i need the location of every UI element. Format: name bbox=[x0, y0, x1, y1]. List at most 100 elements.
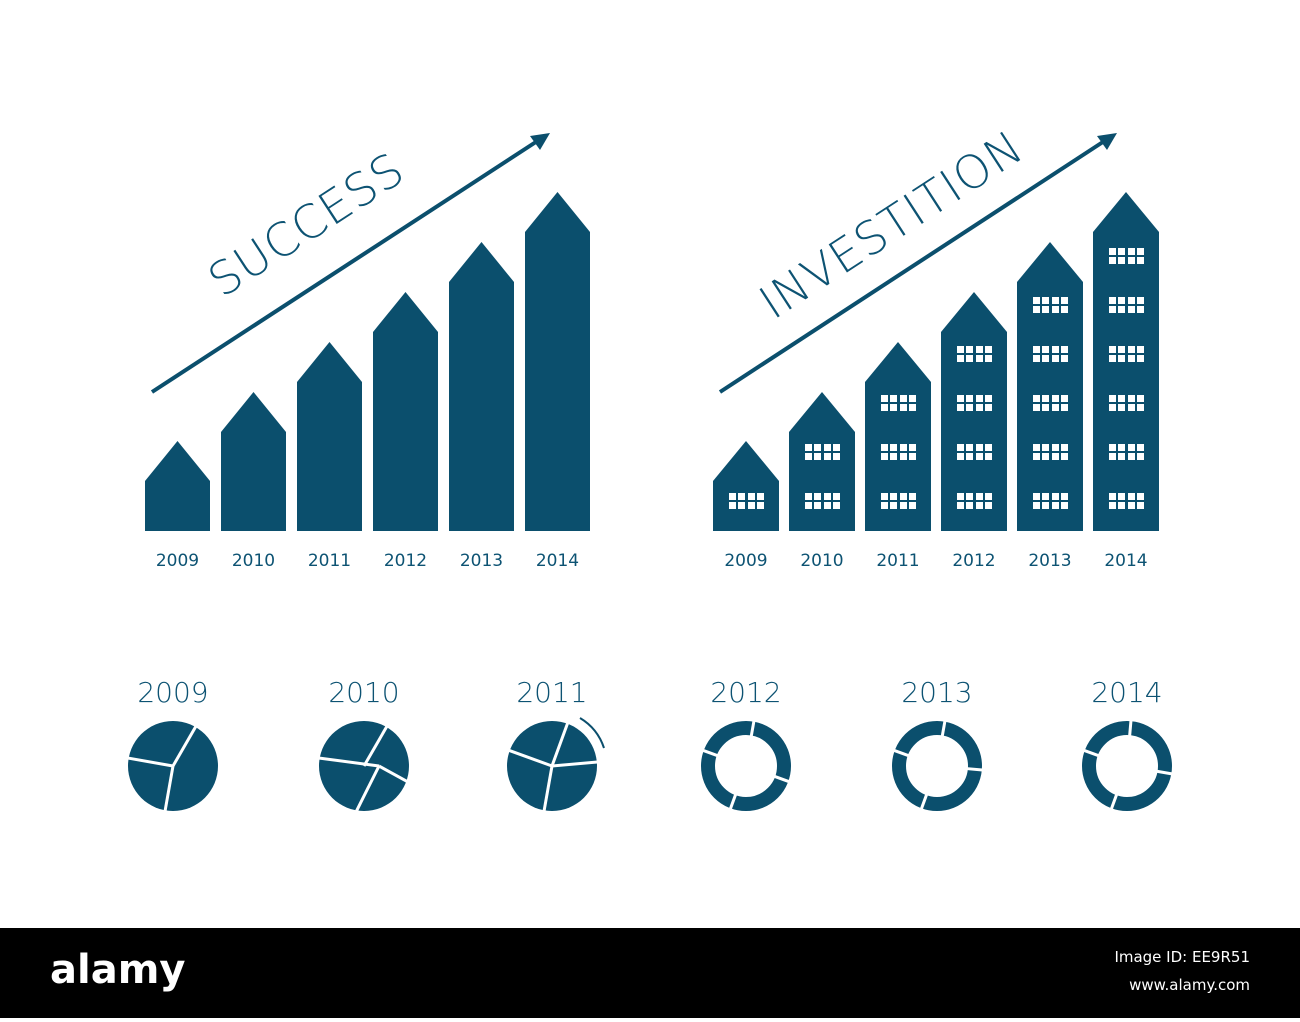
year-label: 2014 bbox=[1104, 551, 1147, 571]
pie-divider bbox=[507, 748, 553, 768]
window bbox=[966, 355, 973, 362]
window bbox=[814, 493, 821, 500]
window bbox=[748, 493, 755, 500]
window bbox=[985, 493, 992, 500]
window bbox=[1109, 355, 1116, 362]
window bbox=[890, 493, 897, 500]
window bbox=[1109, 493, 1116, 500]
pie-divider bbox=[1109, 791, 1119, 811]
window bbox=[966, 404, 973, 411]
year-label: 2010 bbox=[232, 551, 275, 571]
window bbox=[890, 453, 897, 460]
window bbox=[1052, 395, 1059, 402]
window bbox=[1033, 395, 1040, 402]
footer-bar bbox=[0, 928, 1300, 1018]
window bbox=[985, 355, 992, 362]
pie-year-label: 2010 bbox=[328, 676, 399, 709]
pie-divider bbox=[542, 765, 554, 813]
window bbox=[976, 346, 983, 353]
window bbox=[1118, 444, 1125, 451]
building bbox=[941, 292, 1007, 531]
window bbox=[1128, 248, 1135, 255]
arrow-head bbox=[530, 133, 550, 150]
window bbox=[814, 453, 821, 460]
pie-divider bbox=[892, 748, 912, 758]
window bbox=[757, 502, 764, 509]
window bbox=[890, 502, 897, 509]
window bbox=[1118, 395, 1125, 402]
window bbox=[1042, 306, 1049, 313]
pie-divider bbox=[771, 774, 791, 784]
window bbox=[1109, 297, 1116, 304]
window bbox=[1052, 297, 1059, 304]
window bbox=[881, 444, 888, 451]
window bbox=[909, 395, 916, 402]
pie-divider bbox=[362, 724, 389, 767]
window bbox=[1118, 502, 1125, 509]
window bbox=[900, 395, 907, 402]
window bbox=[957, 493, 964, 500]
pie-year-label: 2009 bbox=[137, 676, 208, 709]
window bbox=[966, 395, 973, 402]
window bbox=[1052, 493, 1059, 500]
window bbox=[1118, 248, 1125, 255]
window bbox=[1128, 404, 1135, 411]
pie-divider bbox=[354, 765, 381, 813]
window bbox=[1118, 306, 1125, 313]
window bbox=[824, 502, 831, 509]
year-label: 2009 bbox=[156, 551, 199, 571]
window bbox=[1109, 404, 1116, 411]
window bbox=[909, 453, 916, 460]
window bbox=[1033, 306, 1040, 313]
window bbox=[1061, 453, 1068, 460]
window bbox=[890, 404, 897, 411]
donut bbox=[892, 721, 982, 811]
window bbox=[909, 404, 916, 411]
window bbox=[957, 453, 964, 460]
arrow-head bbox=[1097, 133, 1117, 150]
building bbox=[1093, 192, 1159, 531]
window bbox=[881, 453, 888, 460]
pie-divider bbox=[126, 756, 174, 768]
window bbox=[881, 404, 888, 411]
window bbox=[1042, 395, 1049, 402]
window bbox=[966, 444, 973, 451]
window bbox=[1109, 257, 1116, 264]
window bbox=[1137, 257, 1144, 264]
window bbox=[1033, 355, 1040, 362]
window bbox=[1033, 502, 1040, 509]
footer-url: www.alamy.com bbox=[1129, 976, 1250, 994]
window bbox=[1128, 395, 1135, 402]
window bbox=[900, 444, 907, 451]
window bbox=[833, 444, 840, 451]
window bbox=[1042, 493, 1049, 500]
window bbox=[1128, 502, 1135, 509]
window bbox=[985, 395, 992, 402]
window bbox=[1061, 395, 1068, 402]
pie-divider bbox=[1154, 769, 1174, 776]
window bbox=[1128, 453, 1135, 460]
window bbox=[1109, 306, 1116, 313]
window bbox=[1033, 404, 1040, 411]
window bbox=[1042, 355, 1049, 362]
window bbox=[1052, 346, 1059, 353]
arrow-bar bbox=[297, 342, 362, 531]
window bbox=[890, 395, 897, 402]
year-label: 2010 bbox=[800, 551, 843, 571]
window bbox=[909, 444, 916, 451]
footer-image-id: Image ID: EE9R51 bbox=[1114, 948, 1250, 966]
window bbox=[881, 493, 888, 500]
window bbox=[976, 355, 983, 362]
pie-divider bbox=[1127, 719, 1133, 739]
arrow-bar bbox=[525, 192, 590, 531]
chart-title: INVESTITION bbox=[750, 120, 1033, 330]
window bbox=[1042, 453, 1049, 460]
window bbox=[1137, 493, 1144, 500]
window bbox=[1118, 297, 1125, 304]
arrow-bar bbox=[449, 242, 514, 531]
chart-title: SUCCESS bbox=[199, 142, 414, 308]
window bbox=[824, 444, 831, 451]
window bbox=[900, 404, 907, 411]
window bbox=[1118, 355, 1125, 362]
window bbox=[1033, 444, 1040, 451]
